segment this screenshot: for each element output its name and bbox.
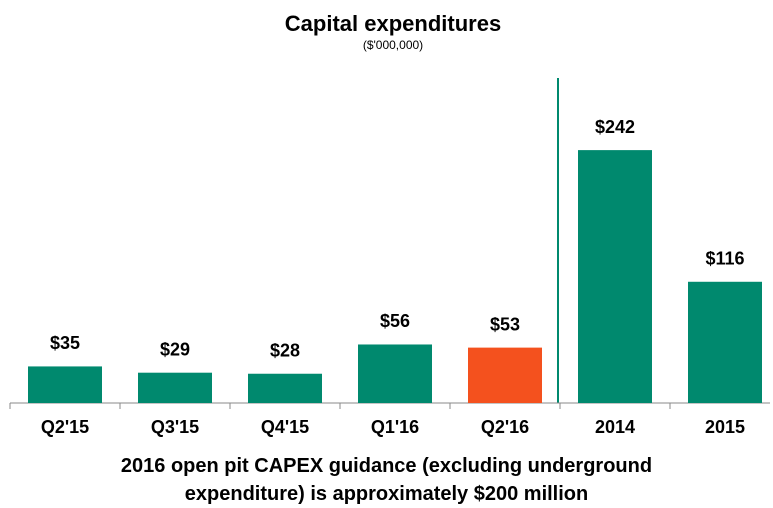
- annotation: 2016 open pit CAPEX guidance (excluding …: [120, 455, 653, 505]
- value-label: $35: [50, 333, 80, 353]
- chart: Capital expenditures ($'000,000) Q2'15 $3…: [9, 11, 770, 437]
- value-label: $29: [160, 339, 190, 359]
- x-tick-label: Q2'15: [41, 417, 89, 437]
- value-label: $28: [270, 340, 300, 360]
- chart-subtitle: ($'000,000): [363, 38, 423, 52]
- chart-title: Capital expenditures: [285, 11, 501, 36]
- x-tick-label: Q4'15: [261, 417, 309, 437]
- bar: [248, 373, 322, 403]
- bar: [578, 150, 652, 403]
- x-tick-label: 2014: [595, 417, 635, 437]
- value-label: $242: [595, 117, 635, 137]
- value-label: $116: [705, 249, 744, 269]
- value-label: $56: [380, 311, 410, 331]
- bar: [138, 372, 212, 403]
- value-label: $53: [490, 314, 520, 334]
- bar: [28, 366, 102, 403]
- x-tick-label: 2015: [705, 417, 745, 437]
- bar: [468, 347, 542, 403]
- bar: [358, 344, 432, 403]
- x-tick-label: Q1'16: [371, 417, 419, 437]
- x-tick-label: Q2'16: [481, 417, 529, 437]
- x-tick-label: Q3'15: [151, 417, 199, 437]
- bar: [688, 281, 762, 403]
